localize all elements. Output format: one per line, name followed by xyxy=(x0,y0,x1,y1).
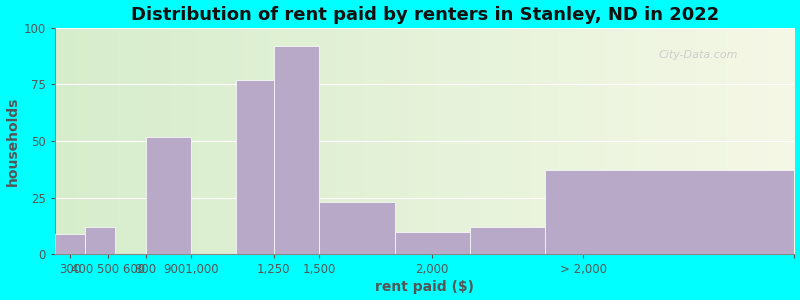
Y-axis label: households: households xyxy=(6,96,19,186)
Bar xyxy=(236,80,274,254)
Bar xyxy=(394,232,470,254)
Bar xyxy=(319,202,394,254)
Text: City-Data.com: City-Data.com xyxy=(658,50,738,60)
Bar xyxy=(274,46,319,254)
X-axis label: rent paid ($): rent paid ($) xyxy=(375,280,474,294)
Bar xyxy=(146,136,191,254)
Title: Distribution of rent paid by renters in Stanley, ND in 2022: Distribution of rent paid by renters in … xyxy=(130,6,719,24)
Bar xyxy=(55,234,85,254)
Bar xyxy=(546,170,794,254)
Bar xyxy=(85,227,115,254)
Bar xyxy=(470,227,546,254)
